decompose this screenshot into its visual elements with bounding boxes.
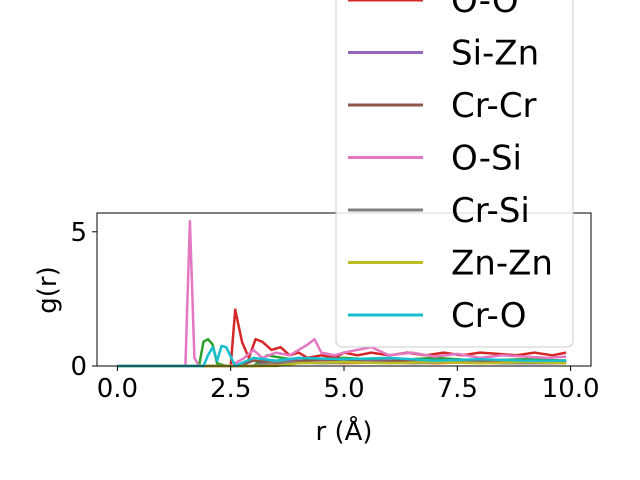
x-tick-label: 2.5 <box>210 374 251 404</box>
legend-label-cr-o: Cr-O <box>451 296 527 336</box>
y-axis-title: g(r) <box>33 266 63 313</box>
x-tick-label: 10.0 <box>542 374 600 404</box>
x-axis: 0.0 2.5 5.0 7.5 10.0 <box>97 366 600 404</box>
legend-label-zn-zn: Zn-Zn <box>451 244 553 284</box>
legend-label-o-si: O-Si <box>451 139 522 179</box>
legend-label-cr-si: Cr-Si <box>451 191 530 231</box>
legend-label-o-o: O-O <box>451 0 519 21</box>
x-tick-label: 0.0 <box>97 374 138 404</box>
y-tick-label: 5 <box>70 218 87 248</box>
series-line-zn-zn <box>117 360 567 368</box>
y-tick-label: 0 <box>70 352 87 382</box>
x-tick-label: 5.0 <box>323 374 364 404</box>
y-axis: 05 <box>70 218 97 382</box>
x-axis-title: r (Å) <box>315 415 372 447</box>
x-tick-label: 7.5 <box>437 374 478 404</box>
legend-label-cr-cr: Cr-Cr <box>451 86 537 126</box>
series-line-cr-cr <box>117 358 567 368</box>
legend-frame <box>335 0 574 348</box>
legend-label-si-zn: Si-Zn <box>451 34 539 74</box>
series-line-cr-o <box>117 344 567 368</box>
legend: O-O Si-Zn Cr-Cr O-Si Cr-Si Zn-Zn Cr-O <box>335 0 574 348</box>
